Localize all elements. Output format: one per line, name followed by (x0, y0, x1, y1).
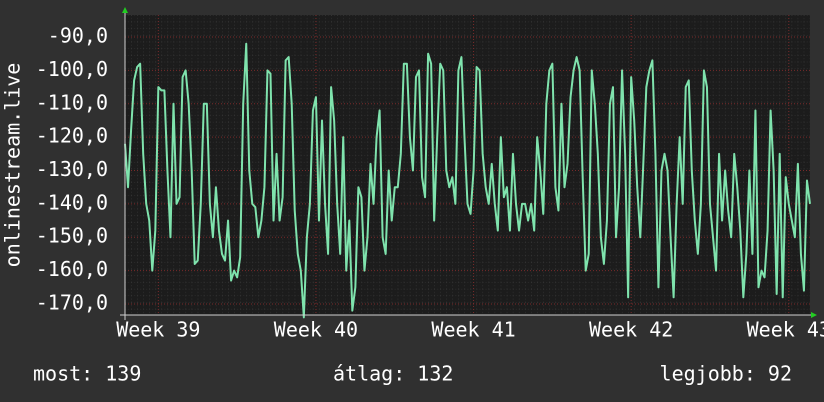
footer-best: legjobb: 92 (660, 362, 792, 386)
y-tick-label: -110,0 (36, 90, 108, 114)
x-tick-label: Week 41 (431, 318, 515, 342)
x-tick-label: Week 39 (116, 318, 200, 342)
y-tick-label: -170,0 (36, 290, 108, 314)
y-tick-label: -130,0 (36, 157, 108, 181)
x-tick-label: Week 42 (589, 318, 673, 342)
y-axis-label: onlinestream.live (1, 63, 25, 268)
axis-arrow (122, 7, 128, 13)
y-tick-label: -140,0 (36, 190, 108, 214)
y-tick-label: -100,0 (36, 57, 108, 81)
minor-grid (125, 15, 810, 315)
data-line (124, 42, 811, 319)
x-tick-label: Week 43 (747, 318, 824, 342)
footer-average: átlag: 132 (333, 362, 453, 386)
y-tick-label: -150,0 (36, 224, 108, 248)
footer-current: most: 139 (33, 362, 141, 386)
x-tick-label: Week 40 (274, 318, 358, 342)
axis-arrow (811, 312, 817, 318)
y-tick-label: -160,0 (36, 257, 108, 281)
y-tick-label: -90,0 (48, 24, 108, 48)
y-tick-label: -120,0 (36, 124, 108, 148)
